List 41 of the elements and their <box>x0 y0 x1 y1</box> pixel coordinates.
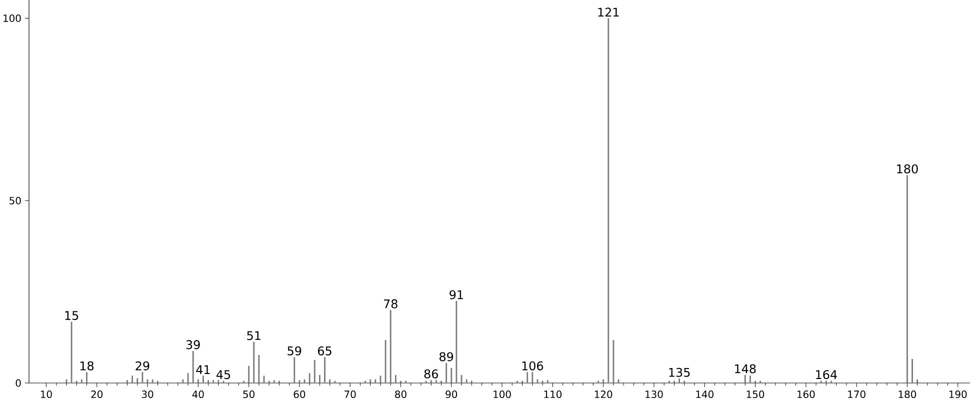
x-tick-label: 60 <box>294 390 306 398</box>
x-tick-label: 160 <box>798 390 815 398</box>
x-tick-label: 130 <box>646 390 663 398</box>
annotation: 45 <box>216 370 230 380</box>
annotation: 65 <box>318 346 332 356</box>
x-tick-label: 170 <box>848 390 866 398</box>
annotation: 180 <box>897 164 918 174</box>
annotation: 135 <box>669 368 690 377</box>
annotation: 91 <box>450 290 463 300</box>
x-tick-label: 100 <box>494 390 511 398</box>
annotation: 121 <box>598 8 619 17</box>
annotation: 59 <box>288 346 302 356</box>
x-tick-label: 180 <box>898 390 916 398</box>
annotation: 106 <box>522 361 544 370</box>
annotation: 51 <box>247 331 260 340</box>
x-tick-label: 120 <box>594 390 612 398</box>
x-tick-label: 140 <box>696 390 714 398</box>
x-tick-label: 80 <box>395 390 406 398</box>
annotation: 41 <box>196 365 210 374</box>
x-tick-label: 40 <box>192 390 204 398</box>
annotation: 89 <box>440 352 454 362</box>
x-tick-label: 20 <box>91 390 103 398</box>
annotation: 148 <box>735 364 756 374</box>
x-tick-label: 70 <box>344 390 356 398</box>
annotation: 164 <box>816 370 837 380</box>
annotation: 15 <box>65 311 78 320</box>
x-tick-label: 50 <box>243 390 254 398</box>
y-tick-label: 100 <box>4 14 21 22</box>
annotation: 39 <box>186 340 200 350</box>
x-tick-label: 30 <box>142 390 154 398</box>
x-tick-label: 10 <box>40 390 52 398</box>
x-tick-label: 150 <box>746 390 764 398</box>
annotation: 78 <box>384 299 398 308</box>
x-tick-label: 190 <box>949 390 967 398</box>
y-tick-label: 0 <box>16 379 21 387</box>
y-tick-label: 50 <box>10 196 21 204</box>
annotation: 18 <box>80 361 94 370</box>
annotation: 86 <box>424 369 438 378</box>
x-tick-label: 90 <box>446 390 458 398</box>
x-tick-label: 110 <box>544 390 562 398</box>
annotation: 29 <box>136 361 150 370</box>
